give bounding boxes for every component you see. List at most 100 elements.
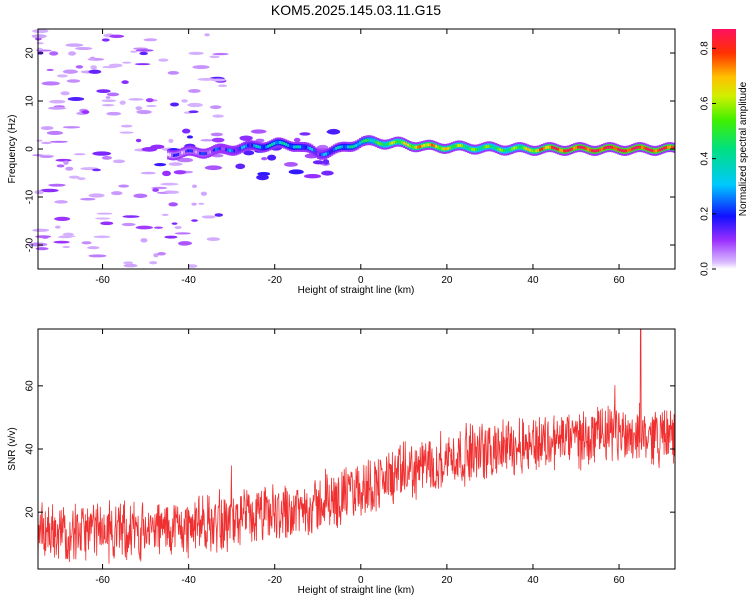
ridge-core	[347, 145, 350, 149]
noise-blob	[49, 99, 66, 104]
ridge-core	[495, 146, 498, 150]
ridge-core	[471, 147, 474, 151]
ridge-core	[561, 149, 564, 153]
noise-blob	[200, 191, 208, 196]
noise-blob	[210, 132, 223, 137]
noise-blob	[288, 169, 304, 175]
noise-blob	[56, 164, 65, 168]
noise-blob	[106, 111, 122, 116]
noise-blob	[101, 99, 117, 103]
spectrogram-y-ticks: -20 -10 0 10 20	[25, 47, 675, 252]
noise-blob	[255, 138, 265, 143]
ridge-core	[417, 145, 420, 149]
ridge-core	[445, 147, 448, 151]
noise-blob	[153, 226, 164, 229]
x-tick-label: 0	[358, 275, 364, 286]
y-tick-label: 60	[25, 380, 36, 392]
ridge-core	[217, 147, 220, 151]
noise-blob	[122, 61, 132, 64]
noise-blob	[54, 200, 69, 204]
ridge-core	[383, 143, 386, 147]
ridge-core	[333, 147, 336, 151]
ridge-core	[437, 145, 440, 149]
noise-blob	[102, 65, 118, 69]
ridge-core	[497, 147, 500, 151]
y-tick-label: 20	[25, 506, 36, 518]
ridge-core	[663, 146, 666, 150]
colorbar-label: Normalized spectral amplitude	[738, 81, 749, 216]
ridge-core	[177, 152, 180, 156]
noise-blob	[192, 65, 210, 70]
noise-blob	[160, 182, 179, 186]
ridge-core	[525, 147, 528, 151]
ridge-core	[549, 145, 552, 149]
noise-blob	[62, 69, 79, 74]
noise-blob	[49, 140, 68, 143]
noise-blob	[101, 38, 110, 42]
ridge-core	[285, 142, 288, 146]
ridge-core	[207, 151, 210, 155]
noise-blob	[154, 163, 167, 167]
ridge-core	[391, 141, 394, 145]
noise-blob	[101, 155, 112, 160]
ridge-core	[545, 146, 548, 150]
ridge-core	[397, 140, 400, 144]
ridge-core	[287, 143, 290, 147]
noise-blob	[170, 102, 180, 107]
noise-blob	[123, 263, 138, 268]
noise-blob	[101, 103, 115, 107]
ridge-core	[481, 146, 484, 150]
ridge-core	[449, 146, 452, 150]
ridge-core	[641, 145, 644, 149]
ridge-core	[249, 143, 252, 147]
ridge-core	[489, 144, 492, 148]
ridge-core	[239, 147, 242, 151]
ridge-core	[373, 139, 376, 143]
noise-blob	[200, 139, 214, 142]
ridge-core	[659, 148, 662, 152]
x-tick-label: -40	[181, 575, 196, 586]
ridge-core	[431, 143, 434, 147]
ridge-core	[273, 141, 276, 145]
ridge-core	[323, 153, 326, 157]
noise-blob	[256, 174, 269, 181]
ridge-core	[579, 145, 582, 149]
noise-blob	[140, 238, 148, 243]
noise-blob	[81, 241, 92, 245]
ridge-core	[195, 150, 198, 154]
ridge-core	[419, 145, 422, 149]
ridge-core	[413, 145, 416, 149]
noise-blob	[90, 65, 97, 70]
noise-blob	[81, 110, 90, 114]
x-tick-label: -20	[267, 575, 282, 586]
ridge-core	[509, 148, 512, 152]
noise-blob	[106, 92, 120, 97]
ridge-core	[357, 142, 360, 146]
noise-blob	[167, 70, 180, 75]
ridge-core	[407, 143, 410, 147]
noise-blob	[119, 131, 134, 134]
ridge-core	[307, 146, 310, 150]
ridge-core	[211, 149, 214, 153]
ridge-core	[405, 142, 408, 146]
ridge-core	[529, 148, 532, 152]
noise-blob	[178, 241, 193, 246]
x-tick-label: 40	[527, 575, 539, 586]
ridge-core	[339, 145, 342, 149]
ridge-core	[219, 147, 222, 151]
noise-blob	[93, 235, 111, 239]
ridge-core	[467, 146, 470, 150]
noise-blob	[73, 153, 86, 156]
noise-blob	[168, 202, 178, 207]
ridge-core	[399, 140, 402, 144]
ridge-core	[283, 142, 286, 146]
ridge-core	[281, 141, 284, 145]
noise-blob	[171, 222, 178, 225]
noise-blob	[188, 51, 204, 55]
ridge-core	[205, 151, 208, 155]
noise-blob	[201, 215, 216, 219]
noise-blob	[40, 188, 59, 193]
ridge-core	[451, 145, 454, 149]
ridge-core	[235, 148, 238, 152]
noise-blob	[321, 170, 334, 176]
